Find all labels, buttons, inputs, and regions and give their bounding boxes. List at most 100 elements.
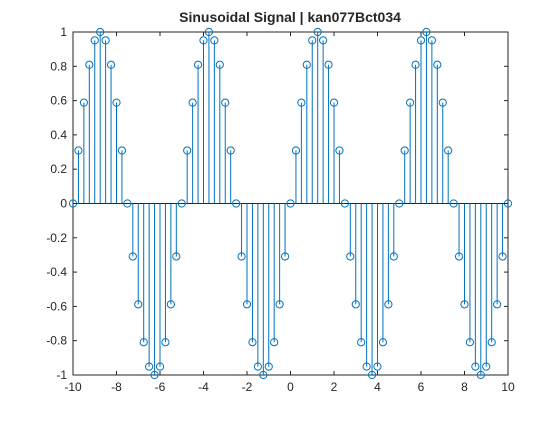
stem-marker bbox=[232, 199, 241, 208]
stem-marker bbox=[264, 362, 273, 371]
stem-marker bbox=[242, 300, 252, 309]
stem-marker bbox=[166, 300, 175, 309]
stem-marker bbox=[427, 36, 436, 45]
stem-marker bbox=[411, 60, 420, 69]
stem-marker bbox=[79, 98, 88, 107]
stem-marker bbox=[498, 252, 507, 261]
stem-marker bbox=[177, 199, 186, 208]
stem-marker bbox=[210, 36, 219, 45]
stem-marker bbox=[487, 338, 496, 347]
x-tick-label: 2 bbox=[331, 380, 338, 394]
stem-marker bbox=[471, 362, 480, 371]
y-tick-label: 1 bbox=[60, 25, 67, 39]
stem-marker bbox=[270, 338, 279, 347]
stem-marker bbox=[308, 36, 317, 45]
x-tick-label: 6 bbox=[418, 380, 425, 394]
stem-marker bbox=[123, 199, 132, 208]
stem-marker bbox=[465, 338, 475, 347]
stem-marker bbox=[324, 60, 333, 69]
stem-marker bbox=[90, 36, 99, 45]
stem-marker bbox=[493, 300, 502, 309]
stem-marker bbox=[384, 300, 393, 309]
y-tick-label: -0.4 bbox=[46, 265, 67, 279]
y-tick-label: 0.4 bbox=[50, 128, 67, 142]
x-tick-label: 10 bbox=[501, 380, 515, 394]
y-tick-label: -0.2 bbox=[46, 231, 67, 245]
x-tick-label: -6 bbox=[155, 380, 166, 394]
y-tick-label: 0 bbox=[60, 197, 67, 211]
stem-marker bbox=[395, 199, 404, 208]
x-tick-label: -10 bbox=[64, 380, 82, 394]
marker-series bbox=[68, 27, 513, 380]
stem-marker bbox=[346, 252, 355, 261]
stem-marker bbox=[444, 146, 453, 155]
stem-marker bbox=[454, 252, 464, 261]
stem-marker bbox=[351, 300, 360, 309]
y-tick-label: 0.2 bbox=[50, 162, 67, 176]
stem-marker bbox=[96, 27, 105, 37]
stem-marker bbox=[389, 252, 398, 261]
stem-marker bbox=[286, 199, 295, 208]
stem-marker bbox=[357, 338, 366, 347]
stem-marker bbox=[449, 199, 458, 208]
stem-marker bbox=[74, 146, 83, 155]
stem-marker bbox=[221, 98, 230, 107]
chart-title: Sinusoidal Signal | kan077Bct034 bbox=[179, 9, 401, 25]
stem-marker bbox=[378, 338, 388, 347]
stem-marker bbox=[482, 362, 491, 371]
stem-marker bbox=[340, 199, 349, 208]
axes bbox=[72, 31, 509, 376]
stem-marker bbox=[117, 146, 127, 155]
stem-marker bbox=[373, 362, 382, 371]
stem-marker bbox=[150, 370, 159, 380]
stem-marker bbox=[112, 98, 121, 107]
stem-marker bbox=[204, 27, 214, 37]
stem-marker bbox=[406, 98, 415, 107]
stem-marker bbox=[145, 362, 154, 371]
stem-marker bbox=[313, 27, 322, 37]
stem-marker bbox=[101, 36, 110, 45]
x-tick-label: 0 bbox=[287, 380, 294, 394]
stem-marker bbox=[85, 60, 94, 69]
stem-marker bbox=[199, 36, 208, 45]
stem-marker bbox=[253, 362, 262, 371]
stem-marker bbox=[237, 252, 246, 261]
y-tick-label: -0.8 bbox=[46, 334, 67, 348]
x-tick-label: -8 bbox=[111, 380, 122, 394]
stem-marker bbox=[400, 146, 409, 155]
stem-marker bbox=[172, 252, 181, 261]
x-tick-label: -2 bbox=[242, 380, 253, 394]
stem-marker bbox=[188, 98, 197, 107]
stem-marker bbox=[297, 98, 306, 107]
x-tick-label: -4 bbox=[198, 380, 209, 394]
stem-marker bbox=[106, 60, 116, 69]
x-tick-label: 8 bbox=[461, 380, 468, 394]
stem-marker bbox=[275, 300, 284, 309]
stem-series bbox=[77, 32, 504, 375]
stem-marker bbox=[183, 146, 192, 155]
stem-marker bbox=[362, 362, 371, 371]
stem-marker bbox=[161, 338, 170, 347]
stem-marker bbox=[139, 338, 148, 347]
stem-marker bbox=[416, 36, 426, 45]
stem-marker bbox=[280, 252, 290, 261]
stem-marker bbox=[193, 60, 203, 69]
tick-marks bbox=[72, 31, 509, 376]
stem-marker bbox=[476, 370, 485, 380]
y-tick-label: -0.6 bbox=[46, 299, 67, 313]
stem-marker bbox=[128, 252, 137, 261]
stem-marker bbox=[319, 36, 328, 45]
stem-marker bbox=[335, 146, 344, 155]
stem-marker bbox=[226, 146, 235, 155]
tick-labels: -10 -8 -6 -4 -2 0 2 4 6 8 10 -1 -0.8 -0.6 -0.4 -0.2 0 0.2… bbox=[46, 25, 515, 394]
y-tick-label: 0.6 bbox=[50, 94, 67, 108]
stem-marker bbox=[248, 338, 257, 347]
x-tick-label: 4 bbox=[374, 380, 381, 394]
stem-marker bbox=[155, 362, 165, 371]
y-tick-label: -1 bbox=[56, 368, 67, 382]
y-tick-label: 0.8 bbox=[50, 59, 67, 73]
stem-marker bbox=[215, 60, 224, 69]
stem-marker bbox=[302, 60, 311, 69]
